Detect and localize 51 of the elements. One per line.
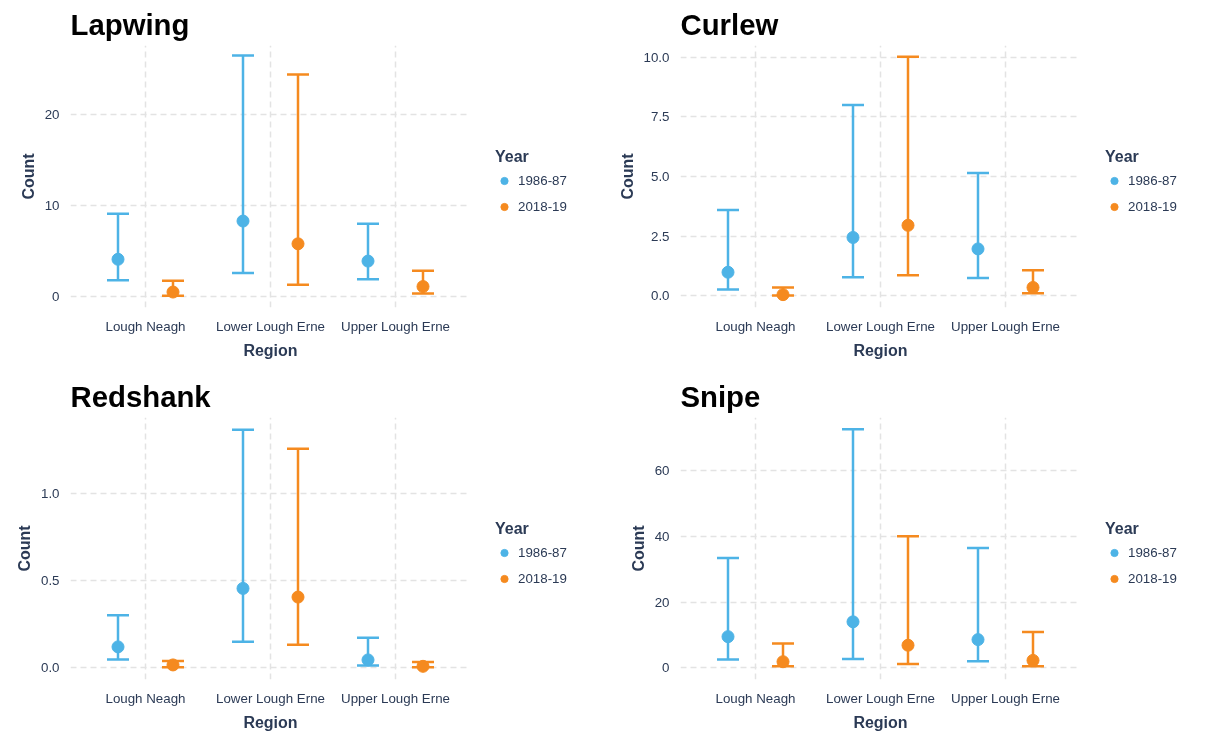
x-tick-label: Lough Neagh — [715, 318, 796, 334]
y-tick-label: 0 — [52, 289, 60, 305]
y-tick-label: 10.0 — [643, 49, 670, 65]
y-tick-label: 1.0 — [40, 486, 60, 502]
x-tick-label: Upper Lough Erne — [341, 318, 450, 334]
legend-title: Year — [495, 519, 530, 537]
legend-label: 2018-19 — [1128, 570, 1177, 586]
y-axis-title: Count — [618, 152, 636, 200]
y-axis-title: Count — [629, 524, 647, 572]
chart-title: Snipe — [680, 379, 761, 413]
y-axis-title: Count — [19, 152, 37, 200]
x-tick-label: Lough Neagh — [715, 690, 796, 706]
legend-label: 2018-19 — [518, 570, 567, 586]
legend-title: Year — [495, 147, 530, 165]
x-tick-label: Upper Lough Erne — [951, 690, 1060, 706]
y-tick-label: 7.5 — [650, 109, 670, 125]
chart-title: Redshank — [70, 379, 212, 413]
y-axis-title: Count — [15, 524, 33, 572]
chart-title: Curlew — [680, 7, 779, 41]
y-tick-label: 20 — [654, 594, 670, 610]
y-tick-label: 0.5 — [40, 573, 60, 589]
chart-title: Lapwing — [70, 7, 190, 41]
x-tick-label: Lough Neagh — [105, 690, 186, 706]
legend-label: 1986-87 — [518, 172, 567, 188]
x-tick-label: Lough Neagh — [105, 318, 186, 334]
x-tick-label: Lower Lough Erne — [216, 318, 325, 334]
x-axis-title: Region — [853, 713, 908, 731]
legend-label: 1986-87 — [518, 544, 567, 560]
x-axis-title: Region — [243, 341, 298, 359]
y-tick-label: 0.0 — [40, 659, 60, 675]
legend-title: Year — [1105, 147, 1140, 165]
legend-label: 2018-19 — [518, 198, 567, 214]
y-tick-label: 0.0 — [650, 288, 670, 304]
legend-label: 1986-87 — [1128, 172, 1177, 188]
x-tick-label: Lower Lough Erne — [826, 690, 935, 706]
x-axis-title: Region — [243, 713, 298, 731]
y-tick-label: 40 — [654, 528, 670, 544]
y-tick-label: 20 — [44, 107, 60, 123]
y-tick-label: 10 — [44, 198, 60, 214]
x-tick-label: Upper Lough Erne — [951, 318, 1060, 334]
x-tick-label: Lower Lough Erne — [216, 690, 325, 706]
x-tick-label: Upper Lough Erne — [341, 690, 450, 706]
legend-title: Year — [1105, 519, 1140, 537]
y-tick-label: 0 — [662, 660, 670, 676]
legend-label: 2018-19 — [1128, 198, 1177, 214]
y-tick-label: 5.0 — [650, 169, 670, 184]
x-axis-title: Region — [853, 341, 908, 359]
x-tick-label: Lower Lough Erne — [826, 318, 935, 334]
legend-label: 1986-87 — [1128, 544, 1177, 560]
y-tick-label: 2.5 — [650, 228, 670, 244]
y-tick-label: 60 — [654, 462, 670, 478]
